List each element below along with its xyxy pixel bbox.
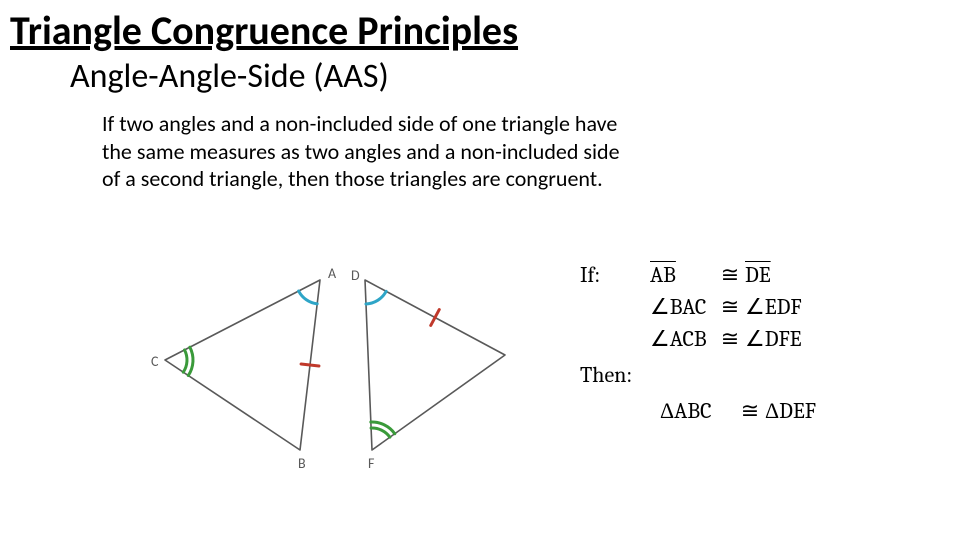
angle-dfe: ∠DFE [745,324,810,356]
slide: Triangle Congruence Principles Angle-Ang… [0,0,960,540]
then-label: Then: [580,360,650,392]
svg-text:C: C [151,353,159,370]
definition-paragraph: If two angles and a non-included side of… [102,110,632,193]
segment-de: DE [745,260,810,292]
angle-edf: ∠EDF [745,292,810,324]
math-row-then: Then: [580,360,840,392]
slide-title: Triangle Congruence Principles [10,6,518,55]
angle-bac: ∠BAC [650,292,715,324]
if-label: If: [580,260,650,292]
svg-text:B: B [298,455,306,470]
svg-text:D: D [351,267,360,284]
svg-text:F: F [368,455,375,470]
math-statements: If: AB ≅ DE ∠BAC ≅ ∠EDF ∠ACB ≅ ∠DFE Then… [580,260,840,427]
slide-subtitle: Angle-Angle-Side (AAS) [70,56,389,97]
math-row-line3: ∠ACB ≅ ∠DFE [580,324,840,356]
svg-text:A: A [328,265,337,282]
triangle-abc: ΔABC [660,396,735,428]
congruent-symbol: ≅ [735,396,765,428]
angle-acb: ∠ACB [650,324,715,356]
math-row-if-line1: If: AB ≅ DE [580,260,840,292]
triangle-def: ΔDEF [765,396,840,428]
triangles-diagram: ABCDEF [150,260,510,475]
triangles-svg: ABCDEF [150,260,510,470]
math-row-line2: ∠BAC ≅ ∠EDF [580,292,840,324]
congruent-symbol: ≅ [715,324,745,356]
congruent-symbol: ≅ [715,292,745,324]
congruent-symbol: ≅ [715,260,745,292]
segment-ab: AB [650,260,715,292]
math-row-conclusion: ΔABC ≅ ΔDEF [580,396,840,428]
